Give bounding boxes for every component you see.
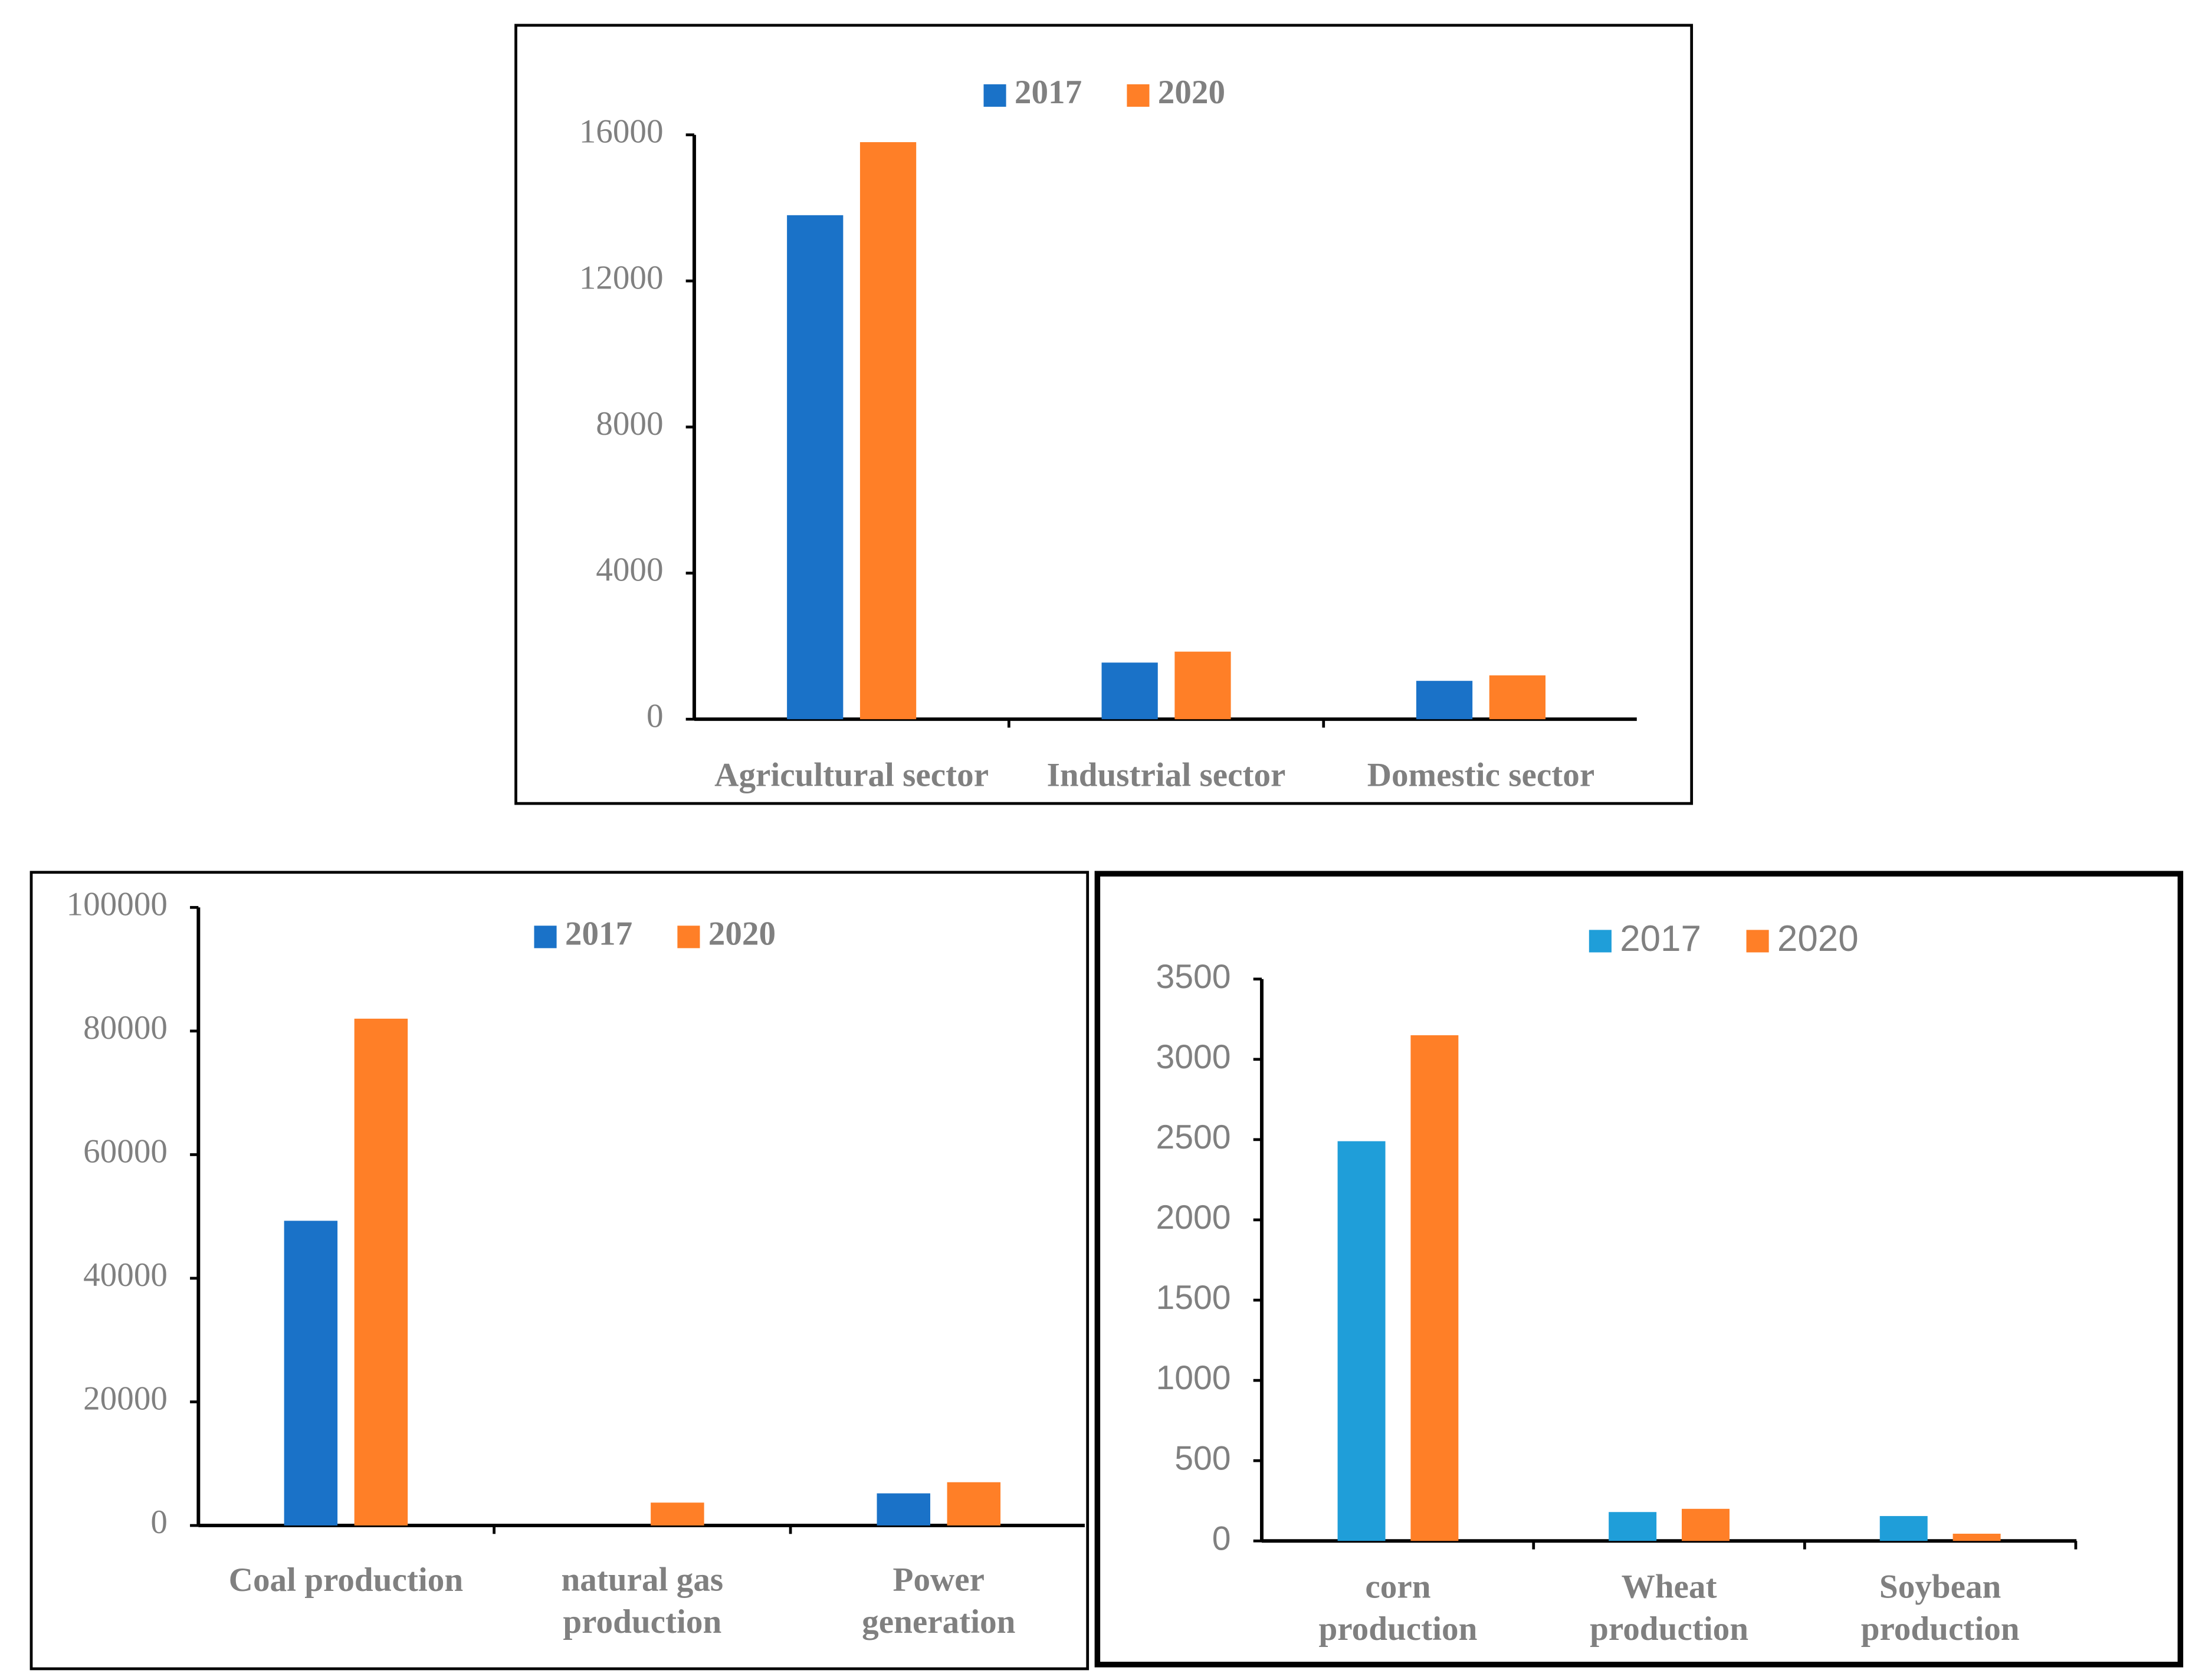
x-tick-label: natural gas production	[562, 1561, 724, 1640]
y-tick-label: 2000	[1156, 1199, 1230, 1236]
bar	[859, 142, 917, 720]
x-tick-label: corn production	[1319, 1569, 1478, 1648]
y-tick-label: 80000	[83, 1009, 168, 1046]
x-tick-label: Agricultural sector	[714, 756, 989, 793]
bar	[1489, 675, 1546, 720]
legend-swatch	[1589, 930, 1612, 953]
y-tick-label: 0	[150, 1504, 168, 1541]
y-tick-label: 1000	[1156, 1359, 1230, 1397]
y-tick-label: 20000	[83, 1380, 168, 1418]
legend-label: 2020	[1158, 74, 1225, 111]
bar	[947, 1482, 1001, 1526]
y-tick-label: 16000	[579, 113, 664, 150]
bar	[1174, 651, 1231, 720]
y-tick-label: 3500	[1156, 958, 1230, 996]
x-tick-label: Industrial sector	[1047, 756, 1286, 793]
panel-frame	[1094, 871, 2184, 1668]
bar	[1681, 1508, 1730, 1541]
bar	[651, 1502, 704, 1526]
legend-label: 2017	[1015, 74, 1082, 111]
bar	[787, 215, 844, 720]
x-tick-label: Power generation	[862, 1561, 1015, 1640]
bar	[1879, 1516, 1928, 1541]
x-tick-label: Domestic sector	[1367, 756, 1595, 793]
x-tick-label: Wheat production	[1590, 1569, 1748, 1648]
legend-swatch	[1746, 930, 1769, 953]
bar	[1609, 1512, 1657, 1541]
panel-frame	[514, 24, 1694, 805]
legend-label: 2017	[1620, 918, 1701, 959]
bar	[1410, 1035, 1459, 1541]
bar	[284, 1220, 338, 1526]
y-tick-label: 4000	[596, 552, 663, 589]
legend-swatch	[534, 926, 557, 949]
legend-swatch	[677, 926, 700, 949]
x-tick-label: Soybean production	[1861, 1569, 2020, 1648]
bar	[877, 1493, 931, 1526]
legend-label: 2020	[708, 915, 776, 952]
legend-label: 2017	[565, 915, 632, 952]
y-tick-label: 100000	[67, 885, 168, 923]
y-tick-label: 0	[1212, 1520, 1231, 1557]
y-tick-label: 12000	[579, 259, 664, 296]
bar	[354, 1018, 408, 1526]
panel-frame	[29, 871, 1090, 1671]
bar	[1416, 681, 1473, 720]
x-tick-label: Coal production	[229, 1561, 463, 1599]
legend-swatch	[983, 84, 1006, 107]
y-tick-label: 1500	[1156, 1279, 1230, 1317]
y-tick-label: 500	[1174, 1439, 1230, 1477]
legend-label: 2020	[1777, 918, 1859, 959]
bar	[1953, 1534, 2001, 1541]
y-tick-label: 8000	[596, 405, 663, 442]
y-tick-label: 60000	[83, 1133, 168, 1170]
legend-swatch	[1127, 84, 1150, 107]
y-tick-label: 40000	[83, 1256, 168, 1294]
bar	[1337, 1141, 1386, 1541]
y-tick-label: 2500	[1156, 1118, 1230, 1156]
y-tick-label: 3000	[1156, 1038, 1230, 1076]
y-tick-label: 0	[647, 697, 664, 734]
bar	[1101, 662, 1158, 720]
